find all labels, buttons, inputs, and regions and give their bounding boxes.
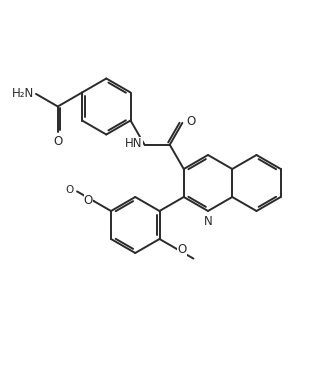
Text: H₂N: H₂N: [12, 87, 34, 100]
Text: O: O: [53, 135, 63, 148]
Text: O: O: [84, 194, 93, 207]
Text: N: N: [204, 215, 212, 228]
Text: HN: HN: [125, 137, 143, 150]
Text: O: O: [177, 243, 187, 256]
Text: O: O: [186, 115, 196, 128]
Text: O: O: [66, 186, 74, 195]
